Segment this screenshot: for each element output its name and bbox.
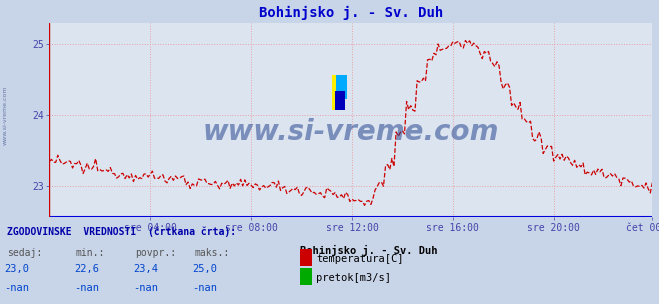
Text: www.si-vreme.com: www.si-vreme.com bbox=[203, 118, 499, 146]
Text: -nan: -nan bbox=[74, 283, 99, 293]
Bar bbox=[331, 75, 345, 110]
Text: -nan: -nan bbox=[192, 283, 217, 293]
Text: www.si-vreme.com: www.si-vreme.com bbox=[3, 86, 8, 145]
Text: -nan: -nan bbox=[5, 283, 30, 293]
Text: -nan: -nan bbox=[133, 283, 158, 293]
Title: Bohinjsko j. - Sv. Duh: Bohinjsko j. - Sv. Duh bbox=[259, 6, 443, 20]
Bar bbox=[337, 75, 347, 99]
Bar bbox=[335, 91, 345, 110]
Text: min.:: min.: bbox=[76, 248, 105, 258]
Text: pretok[m3/s]: pretok[m3/s] bbox=[316, 273, 391, 283]
Text: 23,0: 23,0 bbox=[5, 264, 30, 275]
Text: povpr.:: povpr.: bbox=[135, 248, 176, 258]
Text: Bohinjsko j. - Sv. Duh: Bohinjsko j. - Sv. Duh bbox=[300, 245, 438, 256]
Text: sedaj:: sedaj: bbox=[7, 248, 42, 258]
Text: 25,0: 25,0 bbox=[192, 264, 217, 275]
Text: maks.:: maks.: bbox=[194, 248, 229, 258]
Text: temperatura[C]: temperatura[C] bbox=[316, 254, 404, 264]
Text: ZGODOVINSKE  VREDNOSTI  (črtkana črta):: ZGODOVINSKE VREDNOSTI (črtkana črta): bbox=[7, 226, 236, 237]
Text: 23,4: 23,4 bbox=[133, 264, 158, 275]
Text: 22,6: 22,6 bbox=[74, 264, 99, 275]
